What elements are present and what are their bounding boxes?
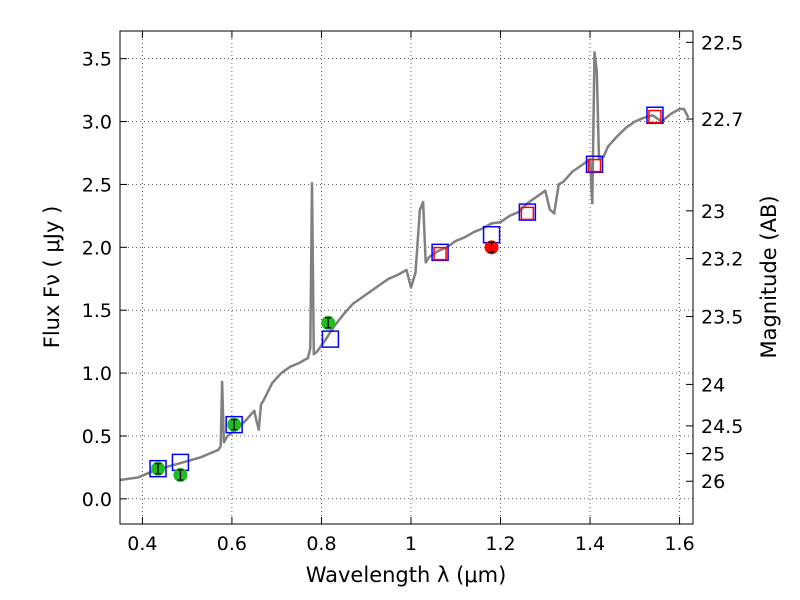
y2-tick-label: 23 [701,201,725,223]
y-tick-label: 3.0 [82,112,112,134]
x-tick-label: 1 [405,533,417,555]
model-square-marker [149,459,167,478]
y-tick-label: 2.5 [82,174,112,196]
y-axis-ticks: 0.0 0.5 1.0 1.5 2.0 2.5 3.0 3.5 [82,49,127,511]
y2-tick-label: 22.5 [701,32,743,54]
y2-tick-label: 22.7 [701,109,743,131]
y2-tick-label: 24.5 [701,416,743,438]
y2-tick-label: 24 [701,374,725,396]
x-tick-label: 1.2 [485,533,515,555]
observed-square-marker [433,246,447,261]
y2-tick-label: 23.2 [701,249,743,271]
x-tick-label: 0.6 [217,533,247,555]
x-axis-ticks: 0.4 0.6 0.8 1 1.2 1.4 1.6 [127,31,695,555]
observed-square-marker [648,109,662,124]
y2-tick-label: 26 [701,471,725,493]
y-tick-label: 0.5 [82,426,112,448]
x-axis-label: Wavelength λ (μm) [306,563,507,587]
y-tick-label: 1.0 [82,363,112,385]
y-tick-label: 0.0 [82,489,112,511]
y2-axis-ticks: 22.5 22.7 23 23.2 23.5 24 24.5 25 26 [686,32,743,493]
observed-square-marker [520,206,535,221]
y-tick-label: 2.0 [82,237,112,259]
y-tick-label: 1.5 [82,300,112,322]
y2-tick-label: 25 [701,444,725,466]
model-square-marker [321,330,340,348]
y-tick-label: 3.5 [82,49,112,71]
plot-area [119,51,690,482]
x-tick-label: 0.4 [127,533,157,555]
plot-frame [119,30,694,525]
x-tick-label: 0.8 [306,533,336,555]
y2-axis-label: Magnitude (AB) [757,195,781,358]
observed-square-marker [587,158,602,173]
spectrum-line [119,51,690,482]
y2-tick-label: 23.5 [701,306,743,328]
y-axis-label: Flux Fν ( μJy ) [40,206,64,349]
model-square-marker [225,415,243,434]
x-tick-label: 1.4 [575,533,605,555]
x-tick-label: 1.6 [664,533,694,555]
